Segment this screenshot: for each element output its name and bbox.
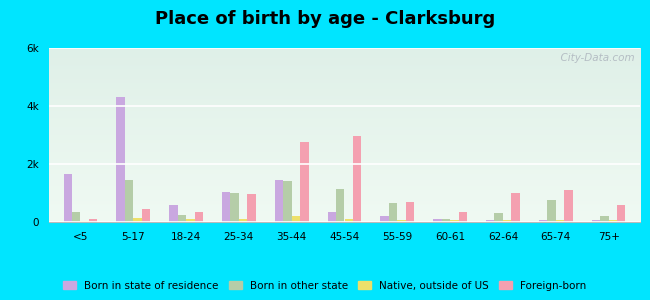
Bar bbox=[608, 220, 617, 222]
Bar bbox=[125, 180, 133, 222]
Bar bbox=[275, 180, 283, 222]
Bar bbox=[177, 215, 186, 222]
Bar bbox=[169, 205, 177, 222]
Bar bbox=[442, 218, 450, 222]
Bar bbox=[239, 219, 247, 222]
Bar bbox=[617, 205, 625, 222]
Bar bbox=[247, 194, 256, 222]
Bar bbox=[89, 219, 98, 222]
Bar bbox=[222, 191, 231, 222]
Bar bbox=[503, 220, 512, 222]
Bar bbox=[380, 216, 389, 222]
Bar bbox=[486, 220, 495, 222]
Bar bbox=[328, 212, 336, 222]
Bar bbox=[495, 213, 503, 222]
Bar bbox=[512, 193, 520, 222]
Bar bbox=[72, 212, 81, 222]
Bar bbox=[547, 200, 556, 222]
Bar bbox=[600, 216, 608, 222]
Text: City-Data.com: City-Data.com bbox=[554, 53, 634, 63]
Bar bbox=[116, 97, 125, 222]
Bar bbox=[397, 220, 406, 222]
Bar bbox=[142, 209, 150, 222]
Bar bbox=[353, 136, 361, 222]
Bar bbox=[459, 212, 467, 222]
Bar bbox=[336, 189, 344, 222]
Bar bbox=[133, 218, 142, 222]
Bar bbox=[283, 182, 292, 222]
Bar bbox=[564, 190, 573, 222]
Bar bbox=[406, 202, 414, 222]
Bar bbox=[539, 220, 547, 222]
Bar bbox=[230, 193, 239, 222]
Bar bbox=[186, 219, 194, 222]
Legend: Born in state of residence, Born in other state, Native, outside of US, Foreign-: Born in state of residence, Born in othe… bbox=[59, 277, 591, 295]
Bar bbox=[592, 220, 600, 222]
Text: Place of birth by age - Clarksburg: Place of birth by age - Clarksburg bbox=[155, 11, 495, 28]
Bar bbox=[292, 216, 300, 222]
Bar bbox=[433, 219, 441, 222]
Bar bbox=[64, 174, 72, 222]
Bar bbox=[389, 203, 397, 222]
Bar bbox=[194, 212, 203, 222]
Bar bbox=[300, 142, 309, 222]
Bar bbox=[450, 220, 459, 222]
Bar bbox=[344, 219, 353, 222]
Bar bbox=[81, 220, 89, 222]
Bar bbox=[556, 220, 564, 222]
